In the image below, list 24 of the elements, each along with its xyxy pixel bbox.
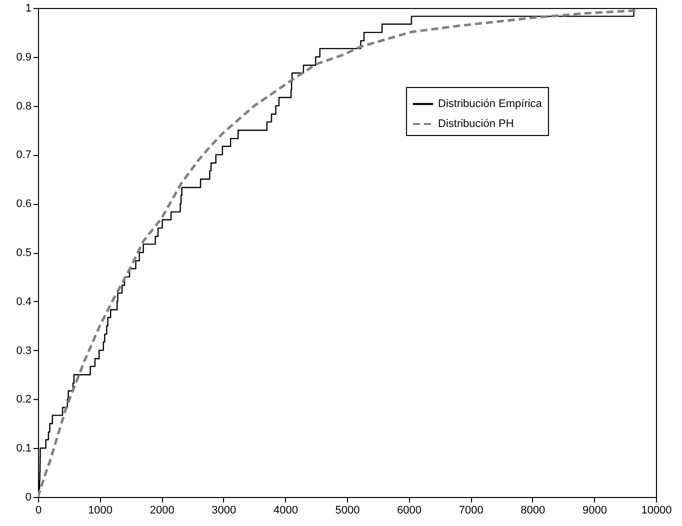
y-tick-label: 0.8: [16, 100, 32, 112]
y-tick-label: 0: [25, 492, 32, 504]
x-tick-label: 3000: [212, 504, 236, 516]
legend-label: Distribución Empírica: [438, 98, 543, 110]
y-tick-label: 0.7: [16, 149, 32, 162]
y-tick-label: 0.1: [16, 442, 32, 455]
x-tick-label: 1000: [88, 504, 113, 516]
x-tick-label: 2000: [150, 504, 174, 516]
y-tick-label: 0.6: [16, 198, 32, 210]
x-tick-label: 6000: [397, 504, 422, 516]
x-tick-label: 4000: [273, 504, 298, 516]
x-tick-label: 8000: [520, 504, 546, 516]
x-tick-label: 10000: [641, 504, 672, 516]
x-tick-label: 9000: [582, 504, 607, 516]
y-tick-label: 0.4: [16, 296, 32, 308]
legend-label: Distribución PH: [438, 118, 514, 130]
x-tick-label: 5000: [335, 504, 360, 516]
x-tick-label: 0: [35, 504, 42, 516]
x-tick-label: 7000: [458, 504, 484, 516]
y-tick-label: 0.2: [16, 394, 32, 406]
y-tick-label: 0.3: [16, 344, 32, 357]
y-tick-label: 0.9: [16, 51, 32, 64]
y-tick-label: 0.5: [16, 247, 32, 259]
y-tick-label: 1: [25, 2, 32, 14]
